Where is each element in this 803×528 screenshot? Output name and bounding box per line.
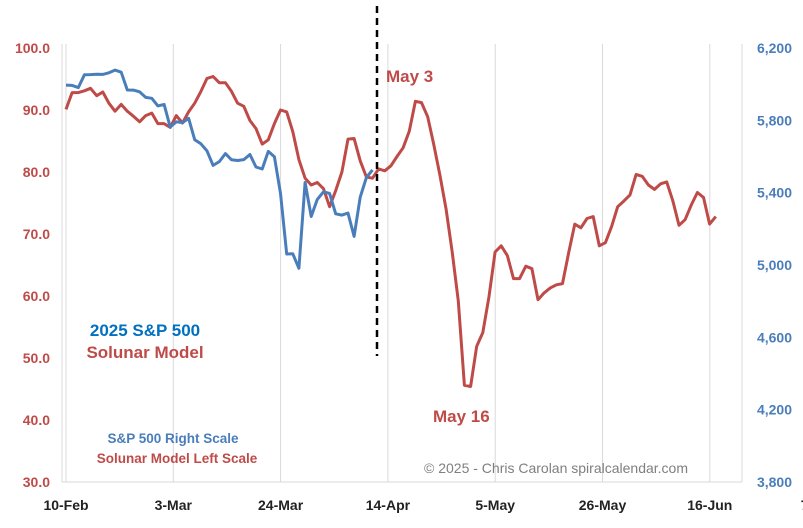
annotation-may-16: May 16 <box>433 407 490 426</box>
x-tick-label: 14-Apr <box>366 497 411 513</box>
sp500-series-line <box>65 68 374 270</box>
legend-solunar-left-scale: Solunar Model Left Scale <box>97 451 258 466</box>
x-tick-label: 24-Mar <box>258 497 304 513</box>
x-axis: 10-Feb 3-Mar 24-Mar 14-Apr 5-May 26-May 16-Jun… <box>43 497 803 513</box>
left-tick-label: 70.0 <box>23 226 50 242</box>
left-tick-label: 80.0 <box>23 164 50 180</box>
solunar-series-line <box>64 75 717 388</box>
right-tick-label: 5,000 <box>757 257 792 273</box>
x-tick-label: 7-Jul <box>801 497 803 513</box>
right-tick-label: 5,800 <box>757 112 792 128</box>
right-tick-label: 3,800 <box>757 474 792 490</box>
copyright-text: © 2025 - Chris Carolan spiralcalendar.co… <box>424 460 688 476</box>
x-tick-label: 10-Feb <box>43 497 88 513</box>
title-solunar: Solunar Model <box>86 343 203 362</box>
annotation-may-3: May 3 <box>386 67 433 86</box>
right-tick-label: 5,400 <box>757 185 792 201</box>
x-tick-label: 5-May <box>475 497 515 513</box>
title-sp500: 2025 S&P 500 <box>90 321 200 340</box>
x-tick-label: 3-Mar <box>155 497 193 513</box>
x-tick-label: 16-Jun <box>687 497 732 513</box>
right-axis: 6,200 5,800 5,400 5,000 4,600 4,200 3,800 <box>757 40 792 490</box>
left-axis: 100.0 90.0 80.0 70.0 60.0 50.0 40.0 30.0 <box>15 40 50 490</box>
right-tick-label: 4,600 <box>757 329 792 345</box>
left-tick-label: 30.0 <box>23 474 50 490</box>
left-tick-label: 100.0 <box>15 40 50 56</box>
legend-sp500-right-scale: S&P 500 Right Scale <box>107 431 239 446</box>
right-tick-label: 4,200 <box>757 402 792 418</box>
x-tick-label: 26-May <box>579 497 627 513</box>
left-tick-label: 90.0 <box>23 102 50 118</box>
left-tick-label: 50.0 <box>23 350 50 366</box>
left-tick-label: 40.0 <box>23 412 50 428</box>
right-tick-label: 6,200 <box>757 40 792 56</box>
gridlines <box>61 44 743 482</box>
left-tick-label: 60.0 <box>23 288 50 304</box>
